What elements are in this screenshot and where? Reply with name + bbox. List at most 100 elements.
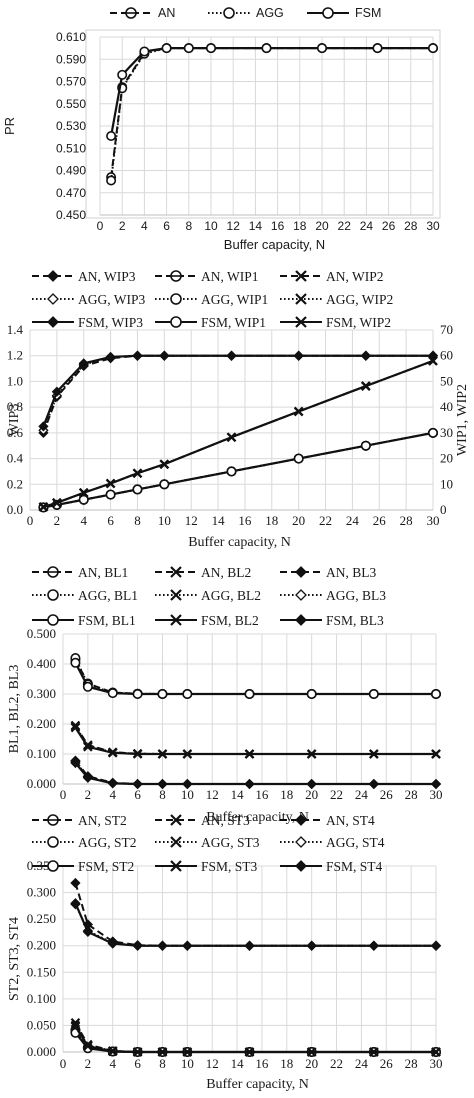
y-tick-label: 0.050 bbox=[27, 1017, 56, 1032]
data-point bbox=[306, 1047, 317, 1057]
series-1 bbox=[106, 43, 438, 183]
series-2 bbox=[38, 350, 439, 436]
data-point bbox=[83, 1041, 93, 1051]
x-tick-label: 20 bbox=[305, 787, 318, 802]
legend: AN, ST2 AGG, ST2 FSM, ST2 AN, ST3 AGG, ST3 FS… bbox=[32, 813, 385, 874]
legend-label: FSM, WIP1 bbox=[201, 315, 266, 330]
series-line bbox=[74, 1030, 436, 1053]
series-9 bbox=[70, 898, 442, 951]
data-point bbox=[139, 46, 150, 57]
data-point bbox=[117, 69, 128, 80]
data-point bbox=[107, 778, 118, 789]
y-tick-label: 0.590 bbox=[56, 52, 86, 66]
y-axis-title: PR bbox=[2, 117, 17, 135]
data-point bbox=[360, 350, 371, 361]
x-tick-label: 8 bbox=[134, 513, 141, 528]
data-point bbox=[368, 688, 379, 699]
data-point bbox=[182, 940, 193, 951]
y-right-axis-title: WIP1, WIP2 bbox=[455, 384, 470, 456]
x-tick-label: 28 bbox=[404, 219, 418, 233]
x-tick-label: 26 bbox=[373, 513, 387, 528]
x-tick-label: 0 bbox=[60, 1056, 67, 1071]
series-6 bbox=[70, 722, 441, 759]
data-point bbox=[244, 940, 255, 951]
data-point bbox=[132, 688, 143, 699]
y-tick-label: 0.470 bbox=[56, 186, 86, 200]
legend-swatch-marker bbox=[295, 589, 307, 601]
series-line bbox=[42, 354, 433, 434]
legend-swatch-marker bbox=[322, 7, 334, 19]
data-point bbox=[51, 386, 62, 397]
x-tick-label: 14 bbox=[231, 1056, 245, 1071]
series-9 bbox=[70, 757, 442, 790]
data-point bbox=[244, 749, 255, 759]
data-point bbox=[70, 657, 81, 668]
series-line bbox=[74, 1032, 436, 1054]
legend-swatch-marker bbox=[170, 614, 182, 626]
legend-label: AN, WIP2 bbox=[326, 269, 384, 284]
legend-label: AGG, BL3 bbox=[326, 588, 386, 603]
x-tick-label: 8 bbox=[159, 1056, 166, 1071]
legend-label: FSM, ST4 bbox=[326, 859, 383, 874]
data-point bbox=[226, 350, 237, 361]
plot-area-border bbox=[85, 29, 441, 219]
legend-swatch-marker bbox=[295, 614, 307, 626]
series-line bbox=[74, 761, 436, 785]
series-line bbox=[74, 902, 436, 947]
data-point bbox=[38, 421, 49, 432]
y-right-tick-label: 50 bbox=[440, 373, 453, 388]
data-point bbox=[157, 1047, 168, 1057]
data-point bbox=[161, 43, 172, 54]
x-tick-label: 10 bbox=[204, 219, 218, 233]
x-tick-label: 24 bbox=[355, 1056, 369, 1071]
legend-label: AN, WIP3 bbox=[78, 269, 136, 284]
data-point bbox=[157, 688, 168, 699]
y-tick-label: 0.150 bbox=[27, 964, 56, 979]
data-point bbox=[107, 748, 118, 758]
chart-1: 0.450 0.470 0.490 0.510 0.530 0.550 0.570 0.590… bbox=[2, 6, 441, 252]
y-right-tick-label: 30 bbox=[440, 425, 453, 440]
data-point bbox=[159, 459, 170, 470]
series-line bbox=[42, 354, 433, 431]
y-tick-label: 0.610 bbox=[56, 30, 86, 44]
y-tick-label: 0.450 bbox=[56, 208, 86, 222]
y-tick-label: 0.4 bbox=[7, 451, 24, 466]
legend-label: AGG, WIP3 bbox=[78, 292, 145, 307]
y-tick-label: 0.300 bbox=[27, 885, 56, 900]
data-point bbox=[306, 940, 317, 951]
x-tick-label: 6 bbox=[134, 787, 141, 802]
series-7 bbox=[70, 877, 442, 951]
y-tick-label: 0.400 bbox=[27, 656, 56, 671]
x-tick-label: 22 bbox=[319, 513, 332, 528]
series-line bbox=[43, 431, 434, 509]
legend-label: FSM, ST2 bbox=[78, 859, 134, 874]
series-line bbox=[74, 759, 436, 785]
data-point bbox=[78, 487, 89, 498]
x-tick-label: 12 bbox=[185, 513, 198, 528]
data-point bbox=[132, 749, 143, 759]
data-point bbox=[132, 468, 143, 479]
legend-label: AGG, ST3 bbox=[201, 835, 260, 850]
legend-label: AGG, BL1 bbox=[78, 588, 138, 603]
legend-label: FSM, WIP2 bbox=[326, 315, 391, 330]
data-point bbox=[372, 43, 383, 54]
data-point bbox=[132, 1047, 143, 1057]
data-point bbox=[70, 1017, 81, 1028]
series-line bbox=[74, 903, 436, 947]
x-tick-label: 16 bbox=[255, 1056, 269, 1071]
data-point bbox=[182, 1047, 193, 1057]
y-tick-label: 0.2 bbox=[7, 476, 23, 491]
data-point bbox=[105, 351, 116, 363]
data-point bbox=[157, 778, 168, 790]
legend-swatch-marker bbox=[47, 860, 59, 872]
data-point bbox=[427, 427, 438, 438]
legend-label: FSM, WIP3 bbox=[78, 315, 143, 330]
x-tick-label: 28 bbox=[405, 1056, 418, 1071]
data-point bbox=[368, 940, 379, 951]
legend-swatch-marker bbox=[223, 7, 235, 19]
x-tick-label: 4 bbox=[109, 787, 116, 802]
data-point bbox=[107, 938, 118, 949]
chart-4: 0.0000.0500.1000.1500.2000.2500.3000.350… bbox=[7, 813, 443, 1092]
data-point bbox=[261, 43, 272, 54]
